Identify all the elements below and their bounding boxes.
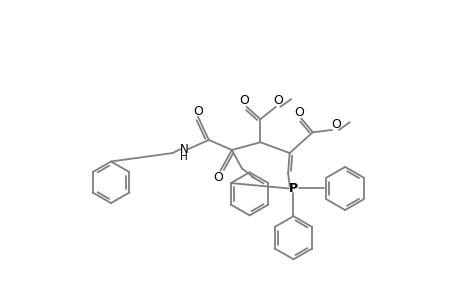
Text: O: O xyxy=(239,94,249,107)
Text: O: O xyxy=(193,105,202,118)
Text: O: O xyxy=(273,94,282,107)
Text: P: P xyxy=(288,182,297,195)
Text: O: O xyxy=(330,118,340,131)
Text: O: O xyxy=(293,106,303,119)
Text: N: N xyxy=(179,143,188,156)
Text: O: O xyxy=(213,171,223,184)
Text: H: H xyxy=(180,152,188,162)
